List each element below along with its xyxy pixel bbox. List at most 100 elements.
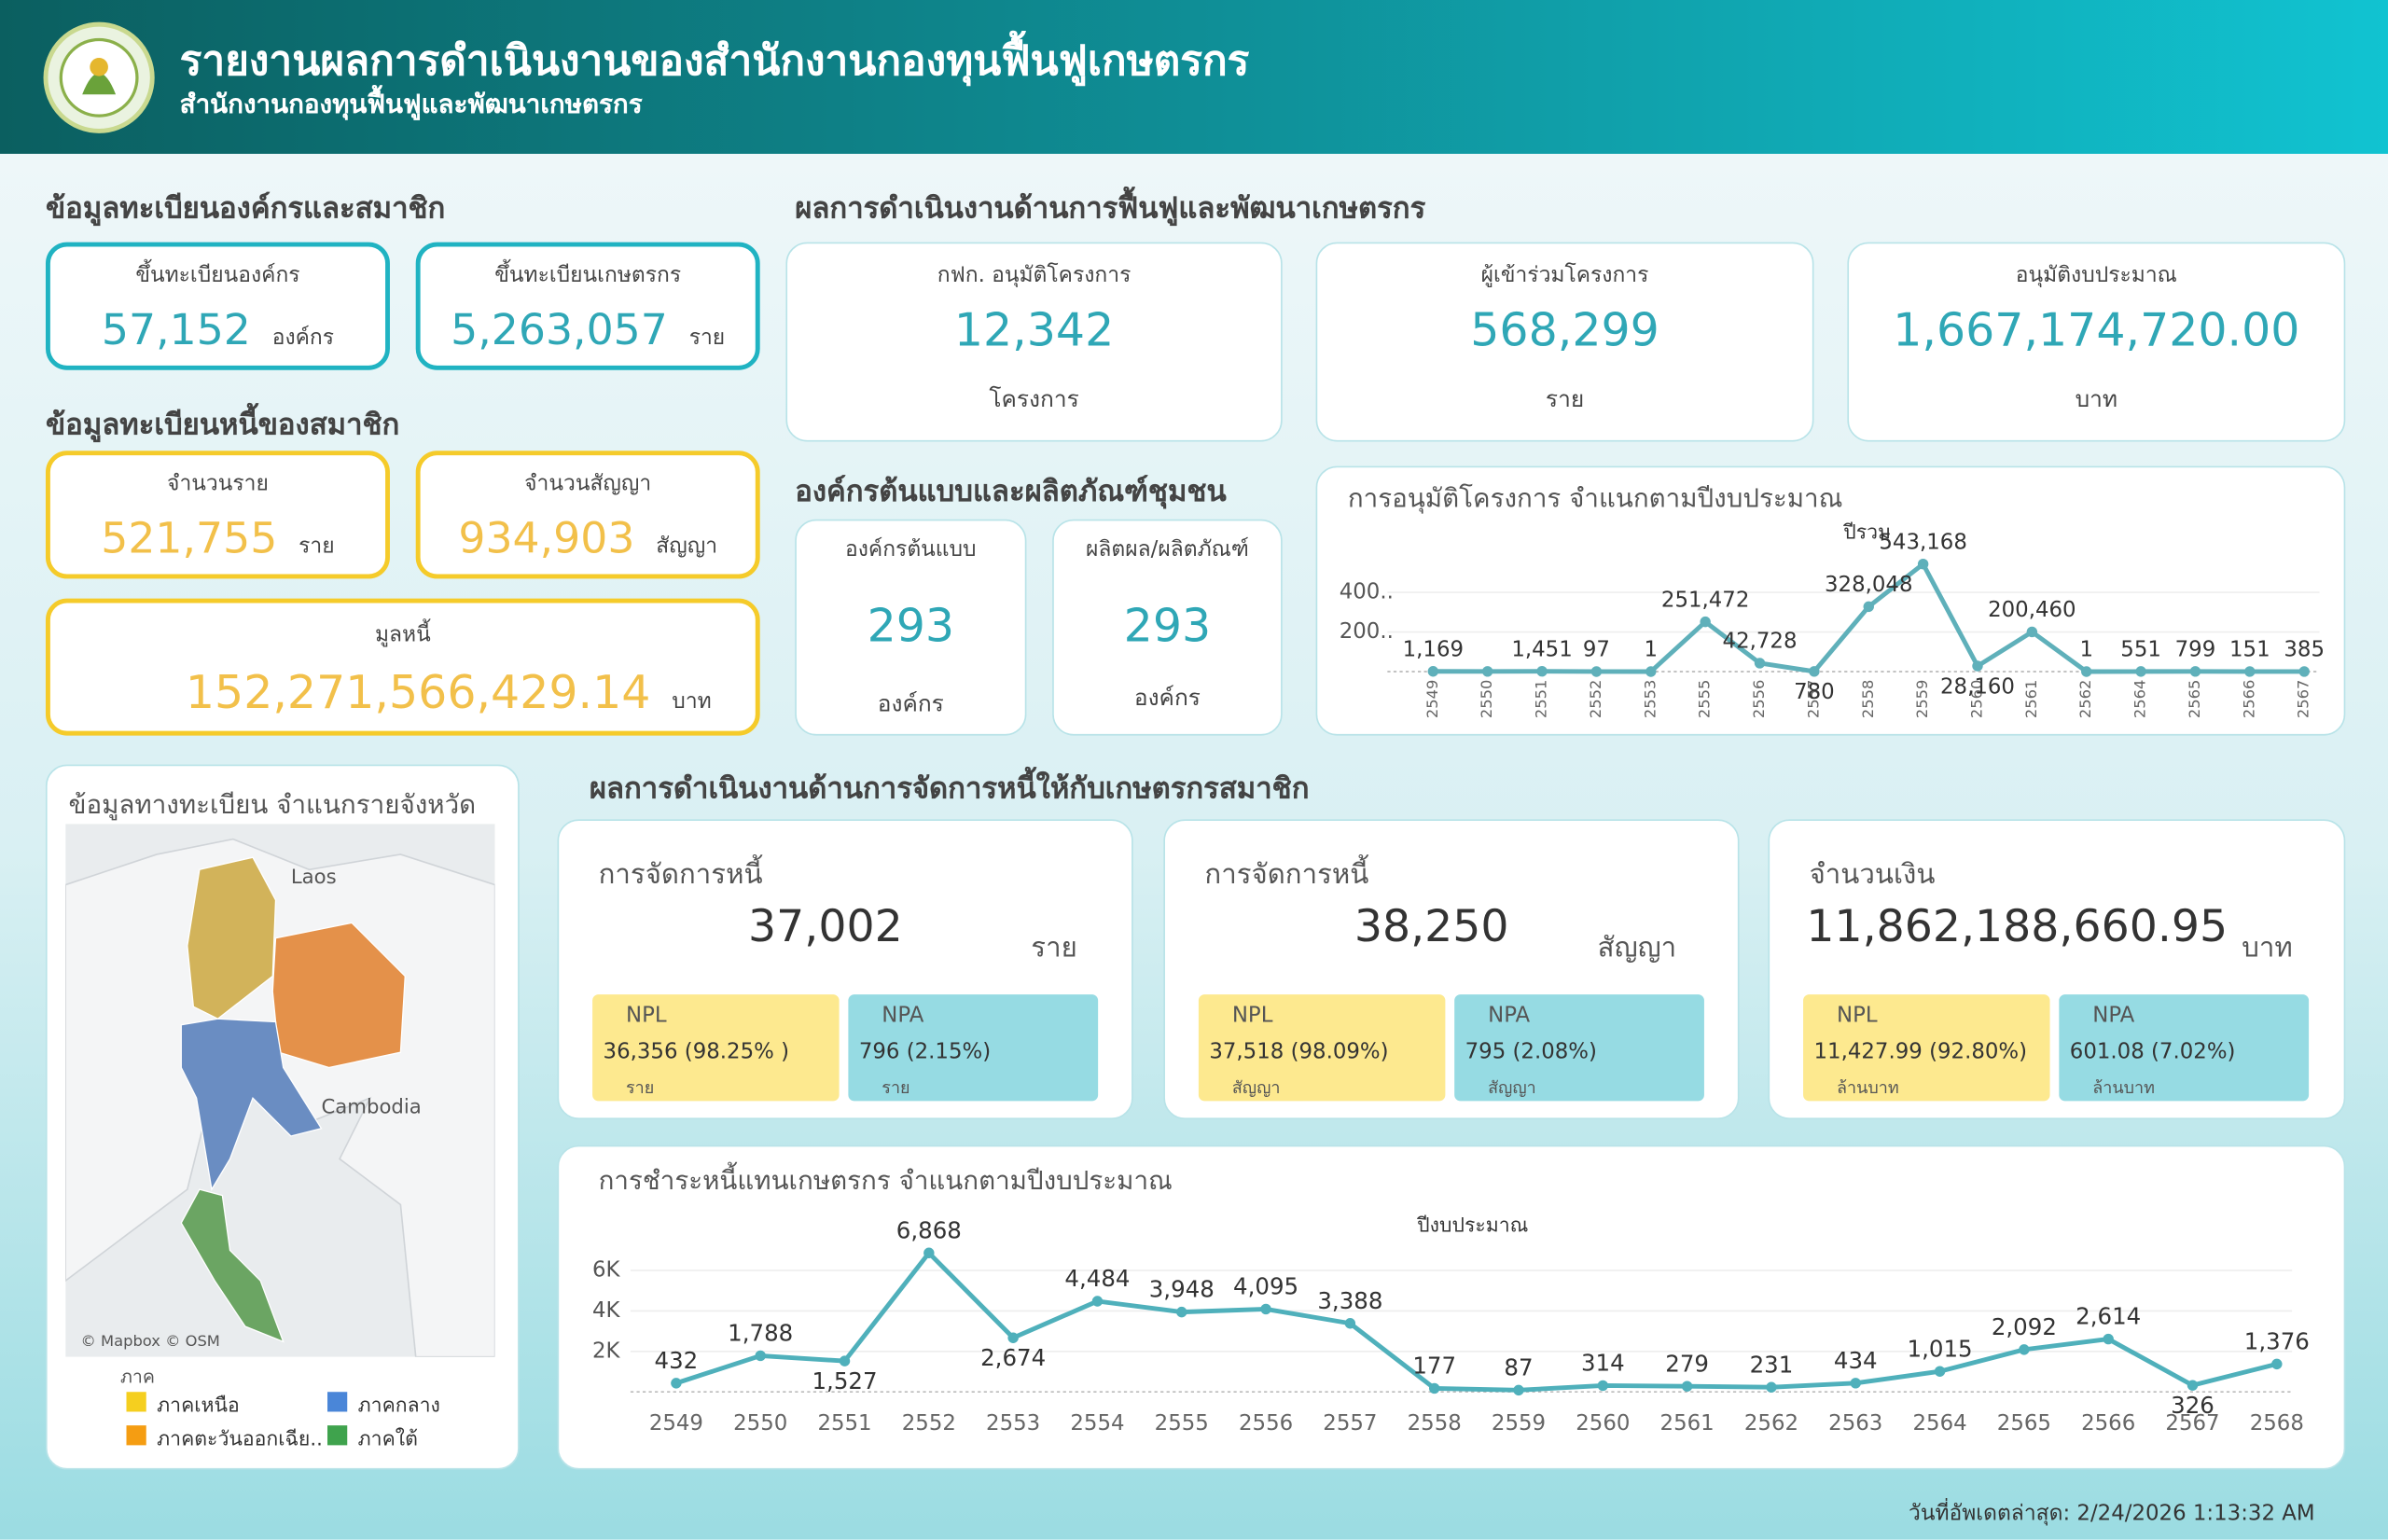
x-tick-label: 2561 xyxy=(2022,680,2040,719)
npl-label: NPL xyxy=(626,1003,667,1029)
npa-unit: สัญญา xyxy=(1488,1077,1536,1099)
data-label: 385 xyxy=(2284,638,2325,662)
point xyxy=(1536,665,1548,677)
kpi-unit: องค์กร xyxy=(271,326,335,351)
x-tick-label: 2565 xyxy=(1997,1411,2051,1436)
npl-box: NPL 37,518 (98.09%) สัญญา xyxy=(1198,994,1446,1102)
point xyxy=(2026,626,2038,638)
x-tick-label: 2562 xyxy=(2076,680,2094,719)
kpi-value: 5,263,057 xyxy=(451,304,668,355)
point xyxy=(2244,666,2256,677)
point xyxy=(2081,666,2092,677)
data-label: 151 xyxy=(2229,638,2270,662)
chart-title: การชำระหนี้แทนเกษตรกร จำแนกตามปีงบประมาณ xyxy=(599,1162,1173,1196)
legend-swatch xyxy=(327,1425,348,1446)
data-label: 1,015 xyxy=(1908,1335,1973,1362)
npl-unit: ราย xyxy=(626,1077,655,1099)
point xyxy=(1513,1384,1524,1396)
point xyxy=(1007,1332,1019,1343)
card-value: 37,002 xyxy=(748,899,903,952)
decoration xyxy=(82,73,117,95)
point xyxy=(2189,666,2201,677)
section-title: ผลการดำเนินงานด้านการฟื้นฟูและพัฒนาเกษตร… xyxy=(795,191,1426,226)
data-label: 200,460 xyxy=(1988,598,2076,622)
x-tick-label: 2568 xyxy=(2250,1411,2304,1436)
region-central xyxy=(180,1018,323,1191)
point xyxy=(1850,1378,1861,1389)
data-label: 97 xyxy=(1583,638,1610,662)
kpi-card: ผู้เข้าร่วมโครงการ 568,299 ราย xyxy=(1315,242,1814,442)
data-label: 2,614 xyxy=(2076,1303,2141,1330)
x-tick-label: 2565 xyxy=(2186,680,2203,719)
map-card: ข้อมูลทางทะเบียน จำแนกรายจังหวัด Laos Ca… xyxy=(45,764,520,1470)
decoration xyxy=(90,58,108,76)
point xyxy=(2187,1380,2199,1391)
x-tick-label: 2549 xyxy=(1423,680,1441,719)
last-updated: วันที่อัพเดตล่าสุด: 2/24/2026 1:13:32 AM xyxy=(1908,1501,2315,1526)
region-north xyxy=(187,856,277,1020)
card-unit: สัญญา xyxy=(1597,932,1677,964)
point xyxy=(1597,1380,1609,1392)
region-northeast xyxy=(271,922,406,1069)
chart-title: การอนุมัติโครงการ จำแนกตามปีงบประมาณ xyxy=(1348,483,1843,515)
x-tick-label: 2553 xyxy=(1641,680,1659,719)
data-label: 1,451 xyxy=(1511,637,1572,661)
x-tick-label: 2563 xyxy=(1828,1411,1882,1436)
kpi-row: 57,152 องค์กร xyxy=(50,305,385,355)
npa-box: NPA 796 (2.15%) ราย xyxy=(848,994,1099,1102)
kpi-label: ผู้เข้าร่วมโครงการ xyxy=(1480,263,1649,288)
kpi-value: 152,271,566,429.14 xyxy=(185,667,651,721)
x-tick-label: 2555 xyxy=(1696,680,1714,719)
kpi-row: 293 xyxy=(1054,600,1281,653)
npl-value: 36,356 (98.25% ) xyxy=(603,1040,790,1065)
data-label: 432 xyxy=(655,1347,699,1374)
x-tick-label: 2550 xyxy=(733,1411,787,1436)
legend-swatch xyxy=(126,1425,146,1446)
legend-swatch xyxy=(126,1392,146,1412)
data-label: 6,868 xyxy=(896,1216,962,1243)
legend-title: ภาค xyxy=(119,1366,156,1388)
x-tick-label: 2566 xyxy=(2081,1411,2135,1436)
debt-card: การจัดการหนี้ 38,250 สัญญา NPL 37,518 (98.09… xyxy=(1163,819,1740,1119)
kpi-label: ผลิตผล/ผลิตภัณฑ์ xyxy=(1086,537,1249,562)
kpi-row: 293 xyxy=(797,600,1025,653)
data-label: 434 xyxy=(1834,1347,1878,1374)
data-label: 328,048 xyxy=(1825,573,1912,597)
page-title: รายงานผลการดำเนินงานของสำนักงานกองทุนฟื้… xyxy=(179,37,1250,86)
point xyxy=(1681,1380,1693,1392)
point xyxy=(1344,1318,1356,1329)
line xyxy=(675,1249,2278,1393)
kpi-value: 57,152 xyxy=(101,304,251,355)
map: Laos Cambodia © Mapbox © OSM xyxy=(65,824,495,1357)
kpi-value: 12,342 xyxy=(953,304,1115,358)
x-tick-label: 2552 xyxy=(1587,680,1604,719)
point xyxy=(755,1350,766,1362)
x-tick-label: 2560 xyxy=(1967,680,1985,719)
kpi-row: 152,271,566,429.14 บาท xyxy=(142,667,756,720)
x-tick-label: 2567 xyxy=(2295,680,2312,719)
x-tick-label: 2556 xyxy=(1239,1411,1293,1436)
point xyxy=(1766,1381,1777,1393)
data-label: 551 xyxy=(2120,638,2161,662)
data-label: 326 xyxy=(2171,1392,2214,1419)
x-tick-label: 2553 xyxy=(986,1411,1040,1436)
kpi-card: อนุมัติงบประมาณ 1,667,174,720.00 บาท xyxy=(1847,242,2346,442)
card-label: จำนวนเงิน xyxy=(1809,858,1936,892)
x-tick-label: 2551 xyxy=(817,1411,871,1436)
kpi-value: 293 xyxy=(867,600,955,654)
point xyxy=(2019,1344,2030,1355)
point xyxy=(1917,558,1929,570)
npl-box: NPL 36,356 (98.25% ) ราย xyxy=(592,994,840,1102)
npl-value: 11,427.99 (92.80%) xyxy=(1813,1040,2028,1065)
kpi-row: 12,342 xyxy=(787,305,1281,358)
kpi-unit: องค์กร xyxy=(877,689,944,717)
y-tick-label: 2K xyxy=(592,1339,621,1363)
point xyxy=(839,1355,851,1367)
data-label: 799 xyxy=(2175,637,2216,661)
kpi-label: อนุมัติงบประมาณ xyxy=(2015,263,2177,288)
data-label: 2,674 xyxy=(980,1344,1046,1371)
x-tick-label: 2551 xyxy=(1533,680,1550,719)
kpi-unit: โครงการ xyxy=(989,385,1079,413)
line-chart: การอนุมัติโครงการ จำแนกตามปีงบประมาณ ปีร… xyxy=(1340,483,2325,719)
line-chart: การชำระหนี้แทนเกษตรกร จำแนกตามปีงบประมาณ… xyxy=(592,1162,2310,1436)
